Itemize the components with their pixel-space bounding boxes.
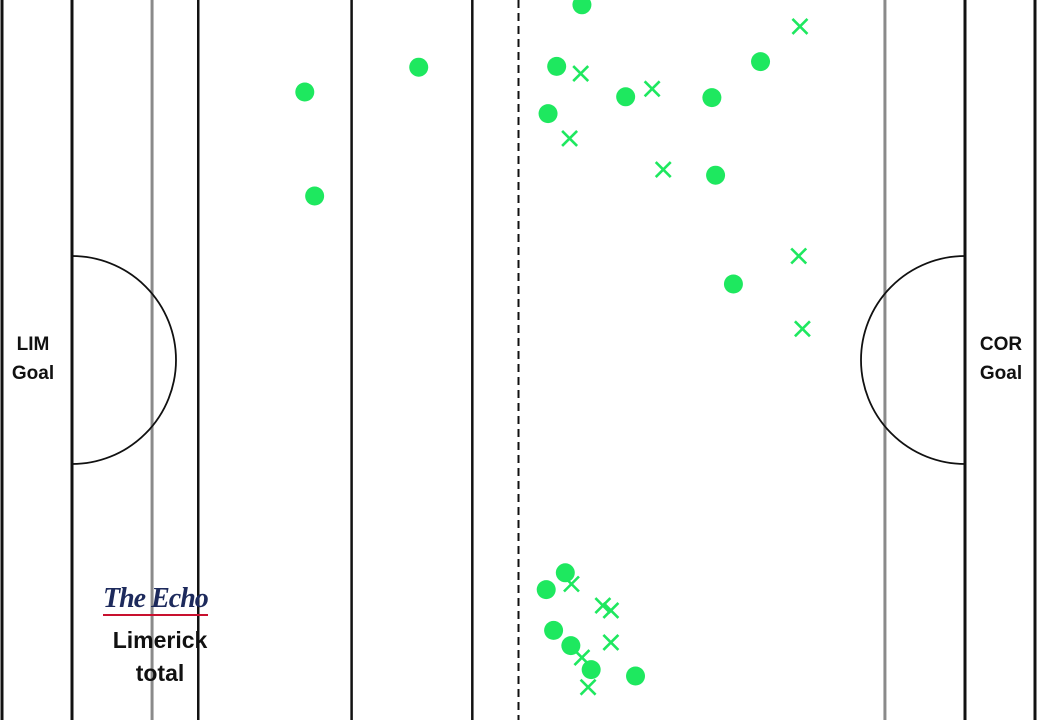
miss-stroke — [654, 161, 672, 179]
miss-stroke — [594, 597, 612, 615]
miss-stroke — [602, 601, 620, 619]
miss-point — [579, 678, 597, 696]
score-point — [409, 57, 429, 77]
score-point — [305, 186, 325, 206]
miss-point — [643, 80, 661, 98]
miss-point — [594, 597, 612, 615]
miss-stroke — [563, 575, 580, 593]
miss-point — [790, 247, 808, 265]
shot-markers — [295, 0, 811, 696]
miss-stroke — [790, 247, 808, 265]
score-point — [547, 56, 567, 76]
right-goal-label: COR Goal — [979, 334, 1023, 384]
score-point — [702, 88, 722, 108]
miss-point — [573, 649, 591, 667]
miss-point — [602, 633, 620, 651]
miss-stroke — [602, 633, 620, 651]
score-point — [536, 580, 556, 600]
brand-logo: The Echo — [103, 583, 209, 616]
left-goal-label: LIM Goal — [11, 334, 55, 384]
score-point — [626, 666, 646, 686]
miss-point — [793, 320, 811, 338]
score-point — [723, 274, 743, 294]
miss-stroke — [573, 649, 591, 667]
miss-point — [791, 17, 809, 35]
score-point — [538, 104, 558, 124]
miss-stroke — [561, 129, 579, 147]
miss-point — [654, 161, 672, 179]
miss-stroke — [791, 17, 809, 35]
miss-stroke — [643, 80, 661, 98]
miss-stroke — [579, 678, 597, 696]
score-point — [544, 620, 564, 640]
score-point — [572, 0, 592, 15]
left-arc — [71, 255, 177, 465]
miss-stroke — [793, 320, 811, 338]
score-point — [581, 660, 601, 680]
score-point — [555, 563, 575, 583]
score-point — [295, 82, 315, 102]
miss-point — [563, 575, 580, 593]
miss-point — [572, 65, 590, 83]
score-point — [616, 87, 636, 107]
score-point — [706, 165, 726, 185]
right-arc — [860, 255, 966, 465]
miss-point — [602, 601, 620, 619]
score-point — [751, 52, 771, 72]
miss-point — [561, 129, 579, 147]
chart-caption: Limerick total — [112, 627, 208, 686]
miss-stroke — [572, 65, 590, 83]
